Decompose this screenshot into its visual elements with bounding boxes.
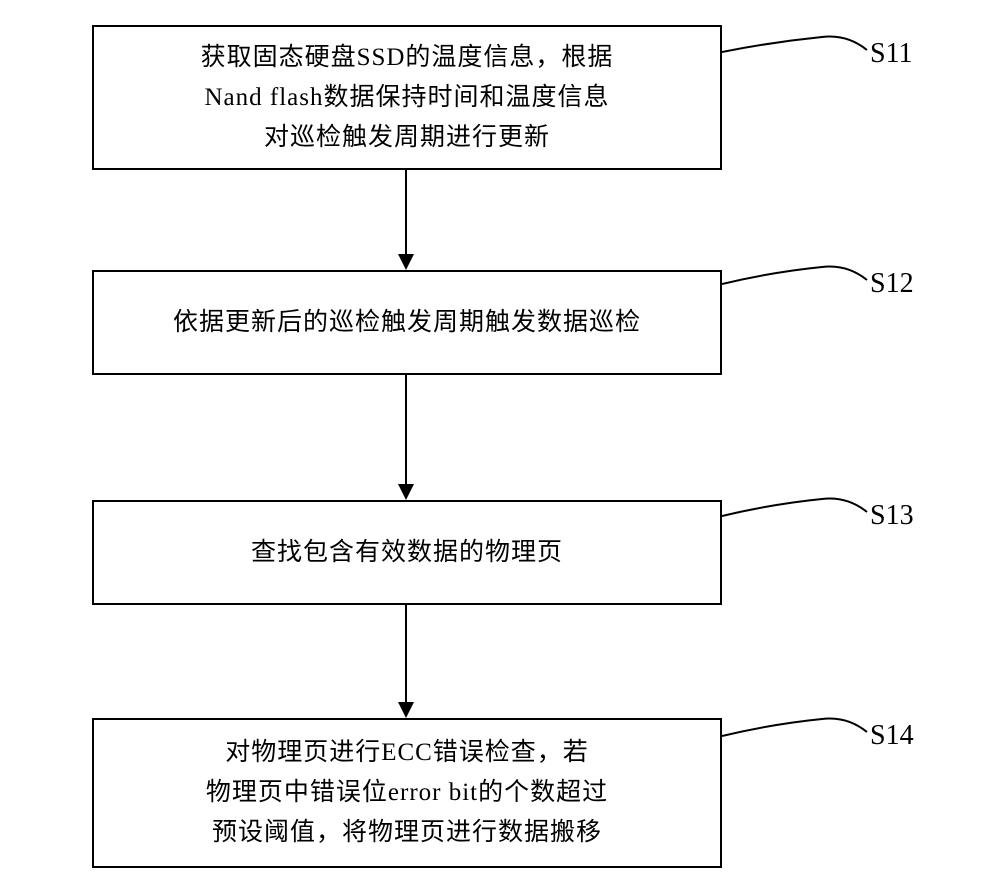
step-label-s12: S12 [870,268,914,300]
step-box-s11: 获取固态硬盘SSD的温度信息，根据 Nand flash数据保持时间和温度信息 … [92,25,722,170]
step-label-s13: S13 [870,500,914,532]
step-s13-line1: 查找包含有效数据的物理页 [251,539,563,566]
label-connector-s14 [722,714,872,754]
step-text-s14: 对物理页进行ECC错误检查，若 物理页中错误位error bit的个数超过 预设… [206,733,608,853]
step-s12-line1: 依据更新后的巡检触发周期触发数据巡检 [173,309,641,336]
step-text-s13: 查找包含有效数据的物理页 [251,533,563,573]
label-connector-s13 [722,494,872,534]
flowchart-container: 获取固态硬盘SSD的温度信息，根据 Nand flash数据保持时间和温度信息 … [0,0,1000,893]
arrow-s12-s13 [395,375,417,502]
arrow-s11-s12 [395,170,417,272]
label-connector-s12 [722,262,872,302]
step-s11-line3: 对巡检触发周期进行更新 [264,124,550,151]
step-label-s14: S14 [870,720,914,752]
label-connector-s11 [722,32,872,72]
arrow-s13-s14 [395,605,417,720]
step-s11-line2: Nand flash数据保持时间和温度信息 [205,84,610,111]
step-box-s13: 查找包含有效数据的物理页 [92,500,722,605]
step-s14-line3: 预设阈值，将物理页进行数据搬移 [212,819,602,846]
step-text-s12: 依据更新后的巡检触发周期触发数据巡检 [173,303,641,343]
step-label-s11: S11 [870,38,913,70]
step-s14-line1: 对物理页进行ECC错误检查，若 [225,739,589,766]
step-box-s14: 对物理页进行ECC错误检查，若 物理页中错误位error bit的个数超过 预设… [92,718,722,868]
step-box-s12: 依据更新后的巡检触发周期触发数据巡检 [92,270,722,375]
step-s14-line2: 物理页中错误位error bit的个数超过 [206,779,608,806]
step-text-s11: 获取固态硬盘SSD的温度信息，根据 Nand flash数据保持时间和温度信息 … [201,38,614,158]
step-s11-line1: 获取固态硬盘SSD的温度信息，根据 [201,44,614,71]
